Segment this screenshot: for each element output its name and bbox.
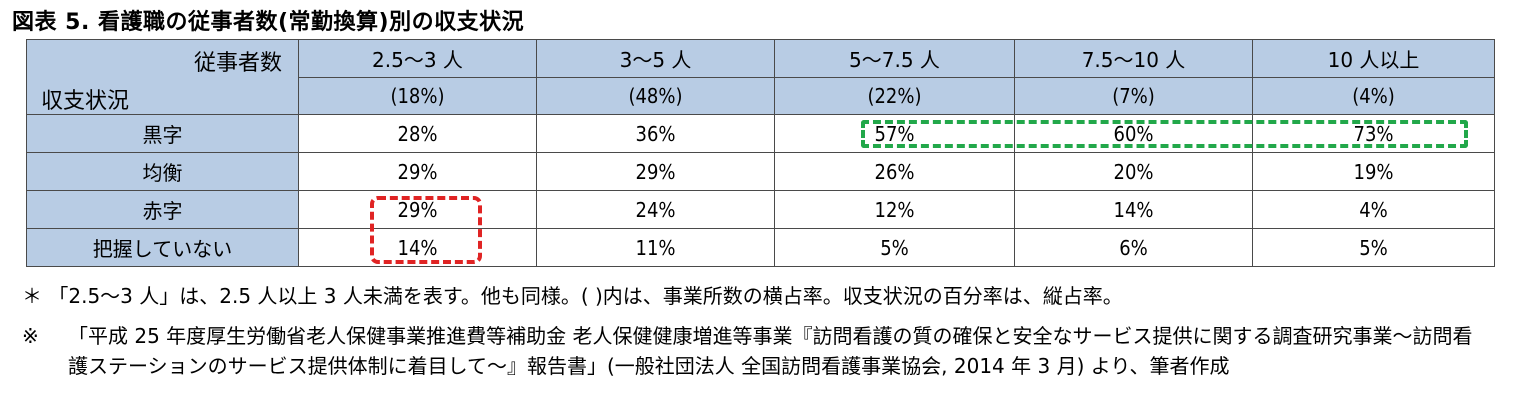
- table-cell: 20%: [1014, 152, 1253, 191]
- table-cell: 24%: [536, 190, 775, 229]
- corner-label-revenue-status: 収支状況: [41, 89, 130, 114]
- table-cell: 19%: [1252, 152, 1495, 191]
- table-cell: 57%: [774, 114, 1015, 153]
- column-share: (22%): [774, 76, 1015, 115]
- table-cell: 29%: [298, 152, 537, 191]
- row-header: 均衡: [26, 152, 299, 191]
- table-cell: 28%: [298, 114, 537, 153]
- table-row: 把握していない 14% 11% 5% 6% 5%: [26, 228, 1495, 267]
- reference-mark: ※: [22, 324, 39, 348]
- source-text: 「平成 25 年度厚生労働省老人保健事業推進費等補助金 老人保健健康増進等事業『…: [68, 324, 1473, 378]
- table-cell: 5%: [774, 228, 1015, 267]
- corner-header-cell: 従事者数 収支状況: [26, 39, 299, 115]
- table-cell: 73%: [1252, 114, 1495, 153]
- table-cell: 29%: [536, 152, 775, 191]
- column-header: 2.5～3 人: [298, 39, 537, 78]
- table-row: 赤字 29% 24% 12% 14% 4%: [26, 190, 1495, 229]
- table-row: 黒字 28% 36% 57% 60% 73%: [26, 114, 1495, 153]
- column-share: (4%): [1252, 76, 1495, 115]
- column-header: 7.5～10 人: [1014, 39, 1253, 78]
- table-cell: 26%: [774, 152, 1015, 191]
- table-cell: 11%: [536, 228, 775, 267]
- row-header: 赤字: [26, 190, 299, 229]
- table-cell: 12%: [774, 190, 1015, 229]
- table-row: 均衡 29% 29% 26% 20% 19%: [26, 152, 1495, 191]
- row-header: 把握していない: [26, 228, 299, 267]
- column-header: 5～7.5 人: [774, 39, 1015, 78]
- table-cell: 29%: [298, 190, 537, 229]
- table-cell: 14%: [1014, 190, 1253, 229]
- table-cell: 14%: [298, 228, 537, 267]
- footnote-asterisk: ＊ 「2.5～3 人」は、2.5 人以上 3 人未満を表す。他も同様。( )内は…: [22, 284, 1123, 308]
- footnote-source: ※ 「平成 25 年度厚生労働省老人保健事業推進費等補助金 老人保健健康増進等事…: [22, 321, 1492, 381]
- table-cell: 6%: [1014, 228, 1253, 267]
- table-cell: 60%: [1014, 114, 1253, 153]
- corner-label-staff-count: 従事者数: [193, 51, 282, 76]
- column-share: (48%): [536, 76, 775, 115]
- column-header: 10 人以上: [1252, 39, 1495, 78]
- column-share: (7%): [1014, 76, 1253, 115]
- table-cell: 4%: [1252, 190, 1495, 229]
- table-cell: 5%: [1252, 228, 1495, 267]
- column-header: 3～5 人: [536, 39, 775, 78]
- revenue-status-table: 従事者数 収支状況 2.5～3 人 3～5 人 5～7.5 人 7.5～10 人…: [26, 39, 1495, 267]
- figure-title: 図表 5. 看護職の従事者数(常勤換算)別の収支状況: [12, 10, 525, 35]
- row-header: 黒字: [26, 114, 299, 153]
- column-share: (18%): [298, 76, 537, 115]
- table-cell: 36%: [536, 114, 775, 153]
